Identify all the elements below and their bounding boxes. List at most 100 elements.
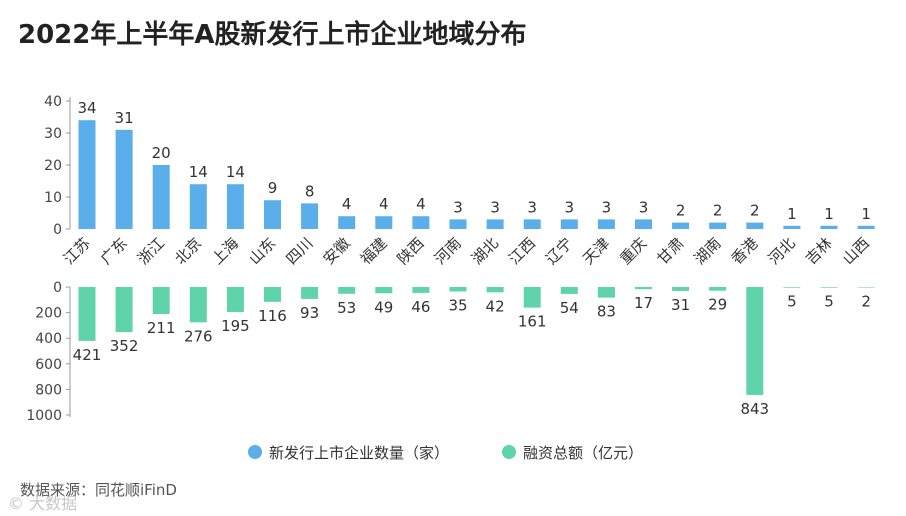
- count-data-label: 1: [787, 205, 797, 223]
- financing-data-label: 161: [518, 313, 547, 331]
- data-source-note: 数据来源：同花顺iFinD: [20, 481, 177, 499]
- count-data-label: 9: [268, 179, 278, 197]
- count-bar: [523, 219, 541, 229]
- financing-data-label: 211: [147, 319, 176, 337]
- count-bar: [820, 225, 838, 229]
- count-bar: [115, 129, 133, 229]
- count-tick-label: 40: [44, 94, 62, 110]
- legend: 新发行上市企业数量（家） 融资总额（亿元）: [248, 444, 643, 462]
- financing-data-label: 5: [787, 293, 797, 311]
- count-bar: [486, 219, 504, 229]
- category-label: 河北: [765, 234, 799, 268]
- count-data-label: 14: [189, 163, 208, 181]
- count-data-label: 1: [861, 205, 871, 223]
- category-label: 广东: [97, 234, 131, 268]
- category-label: 上海: [208, 234, 242, 268]
- count-tick-label: 0: [53, 222, 62, 238]
- category-label: 四川: [282, 234, 316, 268]
- financing-bar: [189, 287, 207, 323]
- category-label: 山东: [245, 234, 279, 268]
- financing-bar: [709, 287, 727, 291]
- category-label: 陕西: [394, 234, 428, 268]
- legend-marker: [502, 445, 516, 459]
- count-tick-label: 10: [44, 190, 62, 206]
- count-bar: [635, 219, 652, 229]
- financing-tick-label: 0: [53, 280, 62, 296]
- count-data-label: 1: [824, 205, 834, 223]
- count-bar: [857, 225, 875, 229]
- financing-bar: [486, 287, 504, 293]
- financing-bar: [449, 287, 467, 292]
- financing-bar: [152, 287, 170, 315]
- count-bar: [449, 219, 467, 229]
- financing-data-label: 54: [560, 299, 579, 317]
- financing-bar: [597, 287, 615, 298]
- financing-tick-label: 400: [35, 331, 62, 347]
- financing-bar: [78, 287, 96, 341]
- count-bar: [78, 120, 96, 229]
- financing-data-label: 42: [486, 297, 505, 315]
- financing-tick-label: 200: [35, 306, 62, 322]
- legend-marker: [248, 445, 262, 459]
- category-label: 甘肃: [653, 234, 687, 268]
- category-label: 山西: [839, 234, 873, 268]
- financing-bar: [523, 287, 541, 308]
- count-data-label: 31: [115, 109, 134, 127]
- count-data-label: 3: [565, 198, 575, 216]
- financing-data-label: 31: [671, 296, 690, 314]
- financing-data-label: 35: [448, 296, 467, 314]
- financing-bar: [857, 287, 875, 288]
- category-label: 福建: [357, 234, 391, 268]
- financing-data-label: 2: [861, 292, 871, 310]
- count-bar: [264, 200, 281, 229]
- count-bar: [597, 219, 615, 229]
- category-label: 吉林: [802, 234, 836, 268]
- financing-bar: [264, 287, 281, 302]
- category-label: 辽宁: [542, 234, 576, 268]
- financing-data-label: 46: [411, 298, 430, 316]
- category-label: 湖南: [691, 234, 725, 268]
- financing-bar: [301, 287, 319, 299]
- count-bar: [412, 216, 430, 229]
- legend-label: 新发行上市企业数量（家）: [269, 444, 449, 462]
- financing-data-label: 53: [337, 299, 356, 317]
- count-bar: [560, 219, 578, 229]
- financing-data-label: 352: [110, 337, 139, 355]
- financing-bar: [560, 287, 578, 294]
- count-bar: [189, 184, 207, 229]
- financing-data-label: 421: [73, 346, 102, 364]
- financing-data-label: 5: [824, 293, 834, 311]
- category-label: 江苏: [60, 234, 94, 268]
- count-data-label: 3: [490, 198, 500, 216]
- count-data-label: 2: [713, 202, 723, 220]
- count-data-label: 3: [453, 198, 463, 216]
- financing-tick-label: 1000: [26, 408, 62, 424]
- count-bar: [746, 222, 764, 229]
- count-bar: [338, 216, 356, 229]
- legend-label: 融资总额（亿元）: [523, 444, 643, 462]
- category-label: 北京: [171, 234, 205, 268]
- category-label: 天津: [579, 234, 613, 268]
- count-bar: [672, 222, 690, 229]
- financing-data-label: 29: [708, 296, 727, 314]
- count-data-label: 2: [676, 202, 686, 220]
- count-bar: [375, 216, 393, 229]
- count-bar: [152, 165, 170, 229]
- financing-data-label: 49: [374, 298, 393, 316]
- financing-tick-label: 600: [35, 357, 62, 373]
- financing-bar: [338, 287, 356, 294]
- watermark-logo: © 大数据: [8, 494, 78, 513]
- category-label: 湖北: [468, 234, 502, 268]
- count-data-label: 20: [152, 144, 171, 162]
- count-data-label: 14: [226, 163, 245, 181]
- count-tick-label: 30: [44, 126, 62, 142]
- financing-bar: [820, 287, 838, 288]
- financing-data-label: 93: [300, 304, 319, 322]
- financing-bar: [783, 287, 801, 288]
- financing-data-label: 17: [634, 294, 653, 312]
- financing-bar: [412, 287, 430, 293]
- count-data-label: 2: [750, 202, 760, 220]
- category-label: 重庆: [616, 234, 650, 268]
